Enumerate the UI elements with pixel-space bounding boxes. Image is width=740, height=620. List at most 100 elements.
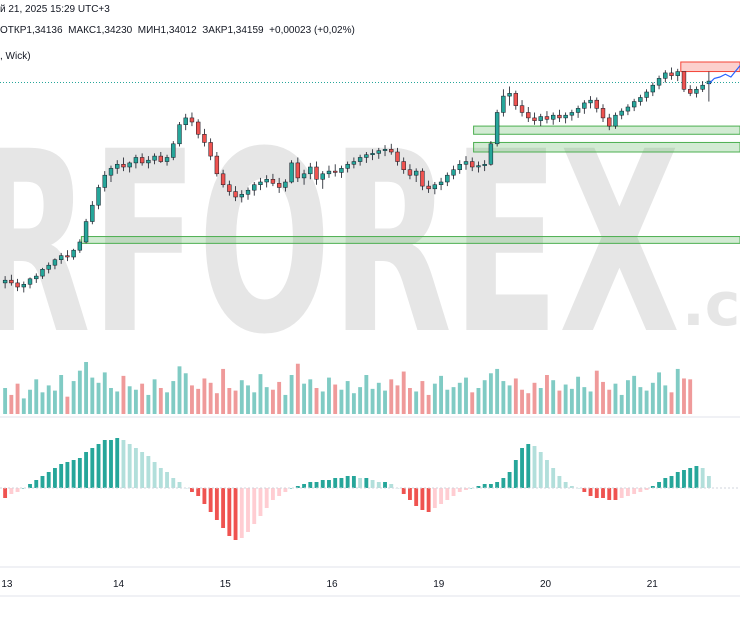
oscillator-bar xyxy=(482,484,487,488)
oscillator-bar xyxy=(401,488,406,494)
close-label: ЗАКР xyxy=(202,25,228,36)
indicator-label: , Wick) xyxy=(0,51,31,62)
volume-bar xyxy=(563,384,568,414)
candle-body xyxy=(270,179,276,184)
oscillator-bar xyxy=(115,438,120,488)
candle-body xyxy=(470,161,475,168)
candle-body xyxy=(202,134,207,143)
candle-body xyxy=(488,143,494,165)
oscillator-bar xyxy=(551,468,556,488)
candle-body xyxy=(164,157,170,162)
candle-body xyxy=(314,166,319,180)
volume-bar xyxy=(408,388,412,414)
candle-body xyxy=(501,95,506,113)
volume-bar xyxy=(594,370,599,414)
oscillator-bar xyxy=(569,486,574,488)
candle-body xyxy=(171,143,176,158)
candle-body xyxy=(413,170,419,176)
volume-bar xyxy=(619,394,624,414)
zones xyxy=(80,61,740,244)
candle-body xyxy=(451,169,456,176)
volume-bar xyxy=(127,386,132,414)
volume-bar xyxy=(308,379,313,414)
oscillator-bar xyxy=(376,482,381,488)
oscillator-bar xyxy=(439,488,444,504)
oscillator-bar xyxy=(320,480,325,488)
oscillator-bar xyxy=(625,488,630,496)
oscillator-bar xyxy=(526,444,531,488)
volume-bar xyxy=(507,385,512,414)
volume-bar xyxy=(252,392,257,414)
oscillator-bar xyxy=(613,488,618,500)
volume-bar xyxy=(358,387,363,414)
volume-bar xyxy=(283,394,288,414)
oscillator-bar xyxy=(682,470,686,488)
oscillator-bar xyxy=(538,452,543,488)
candle-body xyxy=(127,162,132,168)
oscillator-bar xyxy=(507,472,512,488)
oscillator-bar xyxy=(302,484,306,488)
candle-body xyxy=(108,168,114,176)
volume-bar xyxy=(688,379,693,414)
oscillator-bar xyxy=(532,446,537,488)
candle-body xyxy=(58,255,64,260)
volume-bar xyxy=(333,384,338,414)
projection-line xyxy=(708,64,740,85)
candle-body xyxy=(700,84,705,90)
oscillator-bar xyxy=(619,488,624,498)
volume-bar xyxy=(588,391,593,414)
volume-bar xyxy=(295,363,300,414)
candle-body xyxy=(27,278,33,285)
oscillator-bar xyxy=(688,468,693,488)
volume-bar xyxy=(202,378,207,414)
oscillator-bar xyxy=(208,488,213,512)
candle-body xyxy=(575,108,581,113)
candle-body xyxy=(370,153,375,155)
volume-bar xyxy=(9,394,14,414)
volume-bar xyxy=(233,390,238,414)
oscillator-bar xyxy=(158,468,163,488)
oscillator-bar xyxy=(314,482,319,488)
volume-bar xyxy=(196,388,201,414)
volume-bar xyxy=(314,388,319,414)
open-value: 1,34136 xyxy=(26,25,63,36)
oscillator-bar xyxy=(638,488,643,492)
volume-bar xyxy=(15,383,20,414)
oscillator-bar xyxy=(582,488,587,492)
candle-body xyxy=(426,185,431,190)
candle-body xyxy=(71,249,76,258)
x-tick-label: 21 xyxy=(647,579,659,590)
volume-bar xyxy=(663,385,668,414)
oscillator-bar xyxy=(214,488,219,520)
oscillator-bar xyxy=(414,488,419,506)
volume-bar xyxy=(613,383,618,414)
candle-body xyxy=(40,269,45,277)
volume-bar xyxy=(214,393,219,414)
oscillator-bar xyxy=(40,476,45,488)
x-tick-label: 19 xyxy=(433,579,445,590)
candlesticks xyxy=(2,67,712,293)
oscillator-bar xyxy=(588,488,593,496)
oscillator-bar xyxy=(34,480,39,488)
volume-bar xyxy=(46,385,51,414)
oscillator-bar xyxy=(364,478,369,488)
volume-bar xyxy=(171,381,176,414)
oscillator-bar xyxy=(65,462,70,488)
volume-bar xyxy=(133,389,138,414)
oscillator-bar xyxy=(464,488,468,490)
volume-bar xyxy=(576,376,581,414)
candle-body xyxy=(432,184,438,190)
candle-body xyxy=(96,187,101,206)
volume-bar xyxy=(420,381,425,414)
oscillator-bar xyxy=(501,478,506,488)
volume-bar xyxy=(277,381,282,414)
volume-bar xyxy=(320,391,325,414)
volume-bar xyxy=(370,388,375,414)
oscillator-bar xyxy=(513,460,518,488)
oscillator-bar xyxy=(190,488,194,492)
candle-body xyxy=(532,117,537,121)
candle-body xyxy=(158,155,163,162)
candle-body xyxy=(357,157,363,162)
volume-bar xyxy=(426,394,431,414)
